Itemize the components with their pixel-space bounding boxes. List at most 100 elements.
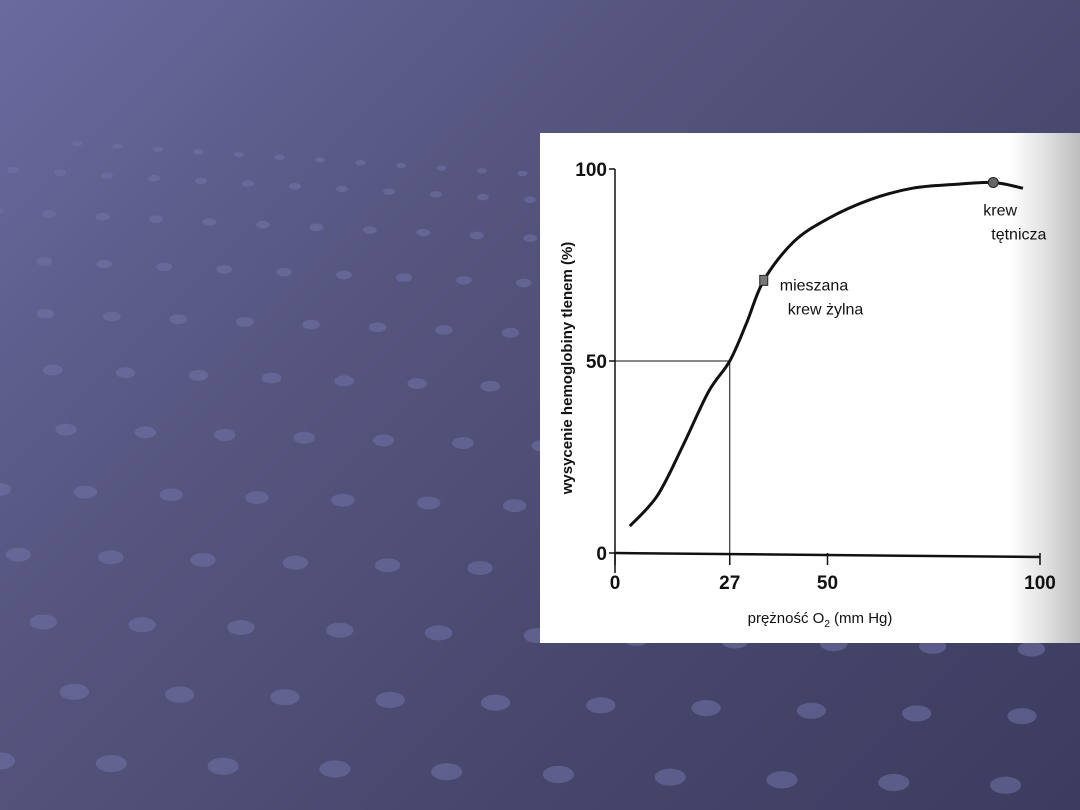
background-dot	[436, 165, 447, 171]
background-dot	[227, 619, 255, 636]
background-dot	[542, 765, 575, 783]
background-dot	[315, 157, 325, 163]
background-dot	[523, 196, 536, 204]
background-dot	[0, 208, 3, 215]
x-tick-label: 50	[817, 573, 838, 594]
background-dot	[878, 773, 910, 792]
background-dot	[54, 169, 67, 177]
background-dot	[96, 259, 113, 269]
background-dot	[355, 159, 366, 166]
background-dot	[515, 278, 532, 288]
x-tick-label: 27	[719, 573, 740, 594]
background-dot	[0, 482, 12, 496]
background-dot	[36, 308, 55, 319]
background-dot	[523, 234, 538, 242]
background-dot	[288, 182, 301, 190]
background-dot	[469, 231, 484, 240]
background-dot	[256, 220, 270, 229]
background-dot	[1017, 641, 1046, 657]
background-dot	[276, 267, 292, 277]
x-axis-label-subscript: 2	[824, 619, 830, 630]
background-dot	[467, 561, 493, 576]
background-dot	[274, 154, 285, 161]
background-dot	[431, 763, 463, 781]
background-dot	[29, 614, 57, 630]
background-dot	[362, 226, 377, 234]
background-dot	[796, 702, 827, 719]
background-dot	[1007, 708, 1037, 725]
arterial-blood-marker	[987, 176, 999, 188]
background-dot	[103, 311, 121, 322]
background-dot	[115, 367, 136, 379]
x-axis-label: prężność O2 (mm Hg)	[748, 610, 893, 630]
background-dot	[7, 166, 20, 174]
background-dot	[156, 262, 173, 272]
x-tick-label: 100	[1024, 573, 1056, 594]
annotation-label: krew żylna	[788, 301, 864, 318]
background-dot	[396, 273, 412, 282]
annotation-label: mieszana	[780, 277, 849, 294]
background-dot	[213, 429, 236, 441]
background-dot	[502, 499, 527, 513]
background-dot	[477, 168, 487, 174]
background-dot	[586, 697, 616, 714]
background-dot	[334, 375, 355, 387]
background-dot	[59, 683, 89, 700]
background-dot	[36, 257, 53, 266]
background-dot	[202, 218, 217, 226]
background-dot	[169, 314, 188, 325]
annotation-label: tętnicza	[991, 226, 1046, 243]
oxygen-dissociation-figure: 0 27 50 100 0 50 100 mieszana krew żylna krew tęt…	[540, 133, 1080, 643]
chart: 0 27 50 100 0 50 100 mieszana krew żylna krew tęt…	[559, 160, 1056, 630]
background-dot	[270, 689, 300, 706]
background-dot	[309, 223, 324, 232]
y-tick-label: 0	[596, 544, 607, 565]
background-dot	[193, 149, 204, 155]
background-dot	[455, 275, 472, 285]
background-dot	[282, 555, 309, 570]
background-dot	[335, 185, 348, 193]
background-dot	[416, 228, 431, 237]
background-dot	[72, 141, 82, 147]
background-dot	[95, 212, 110, 221]
background-dot	[134, 426, 157, 439]
background-dot	[375, 691, 405, 708]
background-dot	[98, 550, 124, 565]
background-dot	[153, 146, 163, 152]
background-dot	[396, 162, 406, 169]
background-dot	[372, 434, 395, 447]
background-dot	[654, 768, 686, 786]
venous-blood-marker	[759, 274, 769, 286]
x-axis-label-unit: (mm Hg)	[830, 610, 893, 627]
background-dot	[766, 771, 798, 789]
background-dot	[382, 188, 395, 195]
saturation-curve	[628, 180, 1024, 528]
background-dot	[902, 705, 932, 722]
background-dot	[234, 151, 244, 158]
background-dot	[336, 270, 352, 280]
annotation-label: krew	[983, 202, 1017, 219]
background-dot	[326, 622, 354, 638]
background-dot	[195, 177, 207, 185]
y-tick-label: 100	[575, 160, 607, 181]
background-dot	[331, 493, 355, 507]
background-dot	[476, 193, 489, 201]
background-dot	[480, 380, 500, 392]
background-dot	[407, 378, 428, 389]
background-dot	[293, 431, 315, 444]
background-dot	[435, 325, 453, 335]
background-dot	[42, 210, 57, 218]
background-dot	[245, 491, 269, 504]
background-dot	[429, 191, 442, 198]
background-dot	[42, 364, 63, 376]
background-dot	[207, 757, 239, 775]
background-dot	[128, 617, 156, 633]
background-dot	[5, 547, 32, 562]
background-dot	[188, 370, 209, 381]
background-dot	[261, 372, 282, 384]
background-dot	[302, 319, 320, 330]
background-dot	[517, 170, 528, 177]
background-dot	[242, 180, 254, 187]
y-axis-label: wysycenie hemoglobiny tlenem (%)	[559, 242, 576, 496]
background-dot	[190, 552, 216, 567]
